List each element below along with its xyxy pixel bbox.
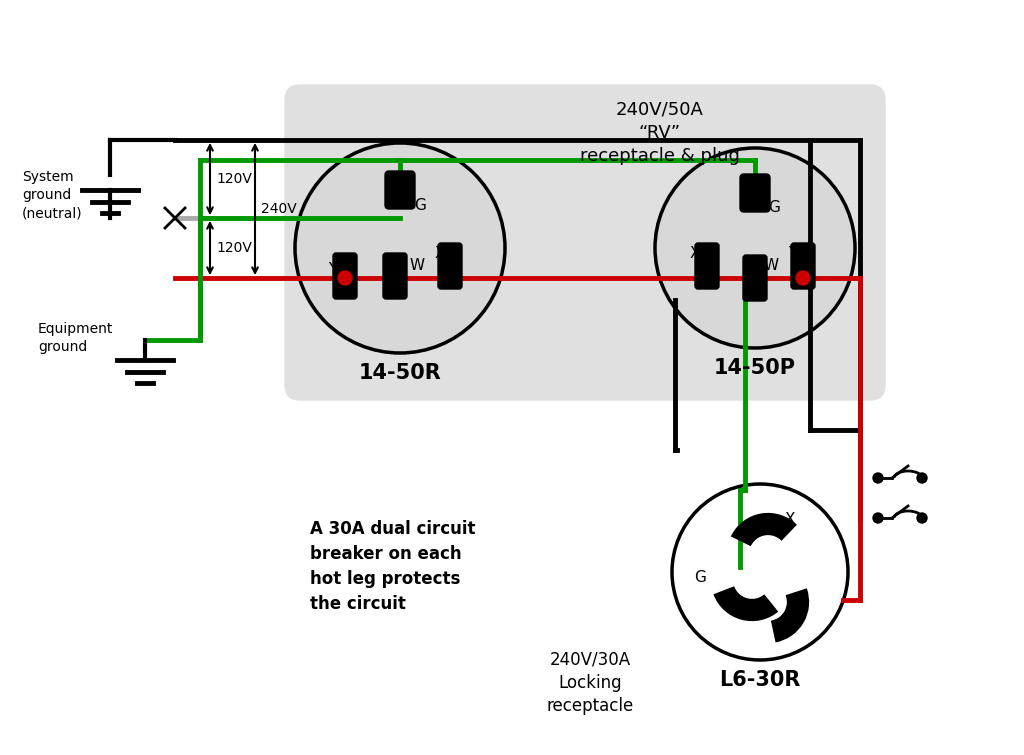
Circle shape (655, 148, 855, 348)
Text: G: G (414, 199, 426, 214)
Text: Equipment
ground: Equipment ground (38, 322, 114, 354)
Text: 14-50R: 14-50R (358, 363, 441, 383)
FancyBboxPatch shape (383, 253, 407, 299)
Text: System
ground
(neutral): System ground (neutral) (22, 170, 83, 220)
Text: Y: Y (328, 263, 337, 278)
FancyBboxPatch shape (791, 243, 815, 289)
Text: X: X (784, 513, 796, 528)
Text: 120V: 120V (216, 241, 252, 255)
Text: Y: Y (788, 245, 798, 260)
FancyBboxPatch shape (385, 171, 415, 209)
FancyBboxPatch shape (695, 243, 719, 289)
Text: G: G (694, 569, 706, 584)
Circle shape (918, 473, 927, 483)
Text: 240V/50A
“RV”
receptacle & plug: 240V/50A “RV” receptacle & plug (580, 100, 740, 165)
Text: L6-30R: L6-30R (719, 670, 801, 690)
Text: G: G (768, 201, 780, 215)
Text: W: W (763, 258, 778, 273)
Text: 14-50P: 14-50P (714, 358, 796, 378)
Circle shape (918, 513, 927, 523)
FancyBboxPatch shape (743, 255, 767, 301)
Circle shape (338, 271, 352, 285)
FancyBboxPatch shape (438, 243, 462, 289)
Text: 240V/30A
Locking
receptacle: 240V/30A Locking receptacle (547, 650, 634, 715)
Circle shape (873, 473, 883, 483)
Text: 240V: 240V (261, 202, 297, 216)
FancyBboxPatch shape (740, 174, 770, 212)
Text: 120V: 120V (216, 172, 252, 186)
Text: A 30A dual circuit
breaker on each
hot leg protects
the circuit: A 30A dual circuit breaker on each hot l… (310, 520, 475, 613)
Text: Y: Y (777, 624, 786, 639)
Text: W: W (410, 258, 425, 273)
FancyBboxPatch shape (285, 85, 885, 400)
Circle shape (672, 484, 848, 660)
Circle shape (295, 143, 505, 353)
FancyBboxPatch shape (333, 253, 357, 299)
Text: X: X (690, 245, 700, 260)
Circle shape (796, 271, 810, 285)
Circle shape (873, 513, 883, 523)
Text: X: X (435, 245, 445, 260)
